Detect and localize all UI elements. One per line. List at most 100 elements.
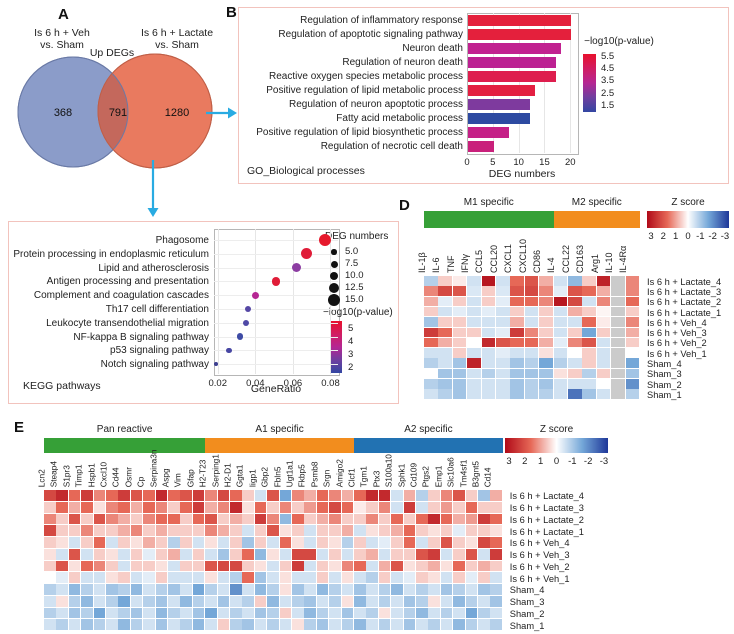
column-label: Amigo2 xyxy=(334,458,345,487)
column-label: TNF xyxy=(445,255,456,274)
heatmap-cell xyxy=(304,619,316,631)
legend-tick-label: 5.5 xyxy=(601,51,615,62)
heatmap-cell xyxy=(192,572,205,584)
heatmap-cell xyxy=(625,389,640,399)
heatmap-cell xyxy=(230,548,242,560)
heatmap-cell xyxy=(378,595,391,607)
heatmap-cell xyxy=(230,537,242,548)
go-pvalue-colorbar xyxy=(583,54,596,112)
heatmap-cell xyxy=(424,368,438,379)
heatmap-cell xyxy=(403,501,416,513)
column-label: Cd44 xyxy=(111,467,122,487)
heatmap-cell xyxy=(611,327,625,337)
heatmap-cell xyxy=(416,595,428,607)
heatmap-cell xyxy=(180,572,192,584)
heatmap-cell xyxy=(490,513,502,525)
legend-size-label: 7.5 xyxy=(345,258,359,269)
heatmap-cell xyxy=(44,619,56,631)
heatmap-cell xyxy=(56,619,68,631)
heatmap-cell xyxy=(452,306,467,317)
heatmap-cell xyxy=(316,537,329,548)
heatmap-cell xyxy=(304,560,316,572)
heatmap-cell xyxy=(180,619,192,631)
x-tick-label: 10 xyxy=(513,157,524,168)
category-label: Positive regulation of lipid metabolic p… xyxy=(266,85,463,96)
heatmap-cell xyxy=(304,584,316,595)
heatmap-cell xyxy=(106,513,118,525)
gridline xyxy=(492,13,494,153)
heatmap-cell xyxy=(403,584,416,595)
heatmap-cell xyxy=(582,327,596,337)
heatmap-cell xyxy=(391,572,403,584)
heatmap-cell xyxy=(106,560,118,572)
row-label: Is 6 h + Lactate_4 xyxy=(509,491,584,502)
column-label: Vim xyxy=(173,472,184,487)
heatmap-cell xyxy=(568,389,582,399)
heatmap-cell xyxy=(81,548,93,560)
heatmap-cell xyxy=(292,560,304,572)
heatmap-cell xyxy=(168,537,180,548)
heatmap-cell xyxy=(478,548,490,560)
heatmap-cell xyxy=(510,358,524,368)
heatmap-cell xyxy=(596,358,611,368)
heatmap-cell xyxy=(93,548,106,560)
heatmap-cell xyxy=(568,358,582,368)
x-tick-label: 5 xyxy=(490,157,496,168)
heatmap-cell xyxy=(553,368,568,379)
column-label: Arg1 xyxy=(589,253,600,273)
heatmap-cell xyxy=(428,595,440,607)
column-label: Cd109 xyxy=(408,462,419,487)
heatmap-cell xyxy=(56,537,68,548)
heatmap-cell xyxy=(625,358,640,368)
heatmap-cell xyxy=(403,572,416,584)
heatmap-cell xyxy=(366,537,378,548)
heatmap-cell xyxy=(230,595,242,607)
heatmap-cell xyxy=(378,490,391,501)
heatmap-cell xyxy=(292,513,304,525)
heatmap-cell xyxy=(118,607,130,619)
heatmap-cell xyxy=(467,286,481,296)
heatmap-cell xyxy=(378,572,391,584)
heatmap-cell xyxy=(568,337,582,348)
heatmap-cell xyxy=(56,548,68,560)
category-label: Antigen processing and presentation xyxy=(46,276,209,288)
heatmap-cell xyxy=(304,595,316,607)
heatmap-cell xyxy=(329,572,341,584)
heatmap-cell xyxy=(68,513,81,525)
heatmap-cell xyxy=(582,368,596,379)
heatmap-cell xyxy=(416,584,428,595)
column-label: Srgn xyxy=(321,469,332,487)
category-label: p53 signaling pathway xyxy=(110,345,209,357)
heatmap-cell xyxy=(424,348,438,358)
heatmap-cell xyxy=(611,348,625,358)
heatmap-cell xyxy=(130,619,143,631)
heatmap-cell xyxy=(329,490,341,501)
heatmap-cell xyxy=(180,595,192,607)
heatmap-cell xyxy=(217,619,230,631)
heatmap-cell xyxy=(625,368,640,379)
heatmap-cell xyxy=(510,379,524,389)
heatmap-cell xyxy=(440,490,453,501)
heatmap-cell xyxy=(205,619,217,631)
heatmap-cell xyxy=(453,513,465,525)
heatmap-cell xyxy=(524,327,539,337)
heatmap-cell xyxy=(254,572,267,584)
heatmap-cell xyxy=(230,501,242,513)
heatmap-cell xyxy=(267,525,279,537)
heatmap-cell xyxy=(56,501,68,513)
heatmap-cell xyxy=(378,607,391,619)
zscore-tick-label: 2 xyxy=(660,231,666,242)
heatmap-cell xyxy=(44,501,56,513)
column-label: Ggta1 xyxy=(235,464,246,487)
heatmap-cell xyxy=(192,525,205,537)
heatmap-cell xyxy=(582,379,596,389)
category-label: Th17 cell differentiation xyxy=(105,304,209,315)
heatmap-cell xyxy=(625,276,640,286)
column-label: Gbp2 xyxy=(259,466,270,487)
heatmap-cell xyxy=(611,358,625,368)
heatmap-cell xyxy=(81,501,93,513)
heatmap-cell xyxy=(341,513,354,525)
heatmap-cell xyxy=(341,560,354,572)
category-label: Neuron death xyxy=(402,43,463,54)
heatmap-cell xyxy=(329,560,341,572)
